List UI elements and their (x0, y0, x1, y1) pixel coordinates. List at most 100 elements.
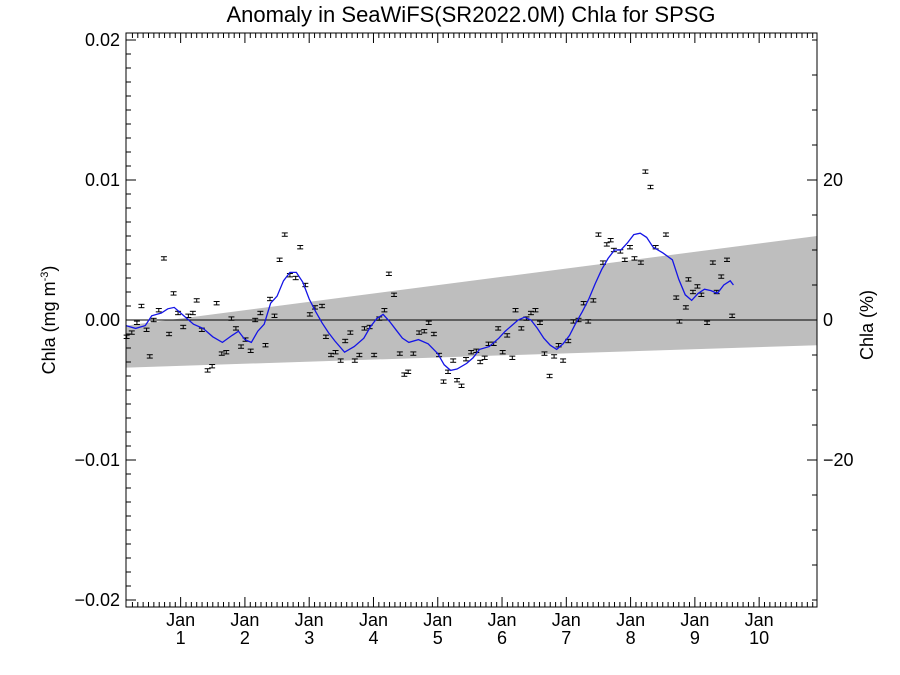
x-tick-label-month: Jan (552, 610, 581, 630)
x-tick-label-month: Jan (616, 610, 645, 630)
data-point (421, 329, 428, 334)
data-point (391, 292, 398, 297)
data-point (170, 291, 177, 296)
data-point (440, 379, 447, 384)
x-tick-label-year: 5 (433, 628, 443, 648)
data-point (410, 351, 417, 356)
data-point (709, 260, 716, 265)
y-tick-label: 0.00 (85, 310, 120, 330)
data-point (704, 320, 711, 325)
data-point (218, 351, 225, 356)
y2-axis-label: Chla (%) (857, 290, 877, 360)
y2-tick-label: −20 (823, 450, 854, 470)
y-tick-label: −0.02 (74, 590, 120, 610)
data-point (504, 333, 511, 338)
plot-area (123, 32, 818, 608)
x-tick-label-year: 10 (749, 628, 769, 648)
y-axis-label: Chla (mg m-3) (39, 266, 59, 375)
y-tick-label: −0.01 (74, 450, 120, 470)
data-point (405, 369, 412, 374)
data-point (662, 232, 669, 237)
data-point (585, 319, 592, 324)
data-point (371, 352, 378, 358)
data-points (123, 169, 736, 388)
data-point (647, 184, 654, 190)
x-tick-label-year: 7 (561, 628, 571, 648)
data-point (276, 257, 283, 262)
data-point (297, 245, 304, 250)
y-axis-left: −0.02 −0.01 0.00 0.01 0.02 (74, 30, 136, 610)
data-point (560, 358, 567, 363)
data-point (347, 330, 354, 335)
data-point (342, 338, 349, 344)
data-point (416, 330, 423, 335)
data-point (286, 273, 293, 278)
data-point (631, 256, 638, 261)
x-tick-label-year: 9 (690, 628, 700, 648)
data-point (180, 324, 187, 330)
data-point (518, 326, 525, 331)
data-point (123, 334, 130, 339)
data-point (160, 256, 167, 261)
data-point (676, 319, 683, 324)
data-point (266, 296, 273, 302)
data-point (621, 257, 628, 262)
data-point (281, 232, 288, 237)
x-tick-label-month: Jan (680, 610, 709, 630)
data-point (247, 348, 254, 353)
data-point (729, 313, 736, 318)
data-point (546, 373, 553, 379)
x-tick-label-month: Jan (359, 610, 388, 630)
data-point (595, 232, 602, 237)
x-tick-label-month: Jan (166, 610, 195, 630)
data-point (607, 238, 614, 243)
data-point (509, 355, 516, 360)
data-point (306, 312, 313, 317)
data-point (718, 274, 725, 279)
data-point (626, 245, 633, 250)
data-point (332, 350, 339, 355)
uncertainty-band (126, 236, 817, 368)
data-point (477, 359, 484, 365)
x-tick-label-year: 2 (240, 628, 250, 648)
y-axis-label-close: ) (39, 266, 59, 272)
data-point (637, 260, 644, 265)
chart-title: Anomaly in SeaWiFS(SR2022.0M) Chla for S… (226, 2, 715, 27)
data-point (401, 372, 408, 377)
x-tick-label-month: Jan (230, 610, 259, 630)
data-point (223, 350, 230, 355)
data-point (532, 308, 539, 313)
data-point (146, 354, 153, 359)
data-point (209, 364, 216, 369)
data-point (292, 275, 299, 281)
data-point (150, 317, 157, 323)
data-point (512, 308, 519, 313)
data-point (682, 305, 689, 310)
data-point (603, 242, 610, 247)
data-point (689, 289, 696, 295)
data-point (189, 310, 196, 316)
data-point (458, 383, 465, 388)
data-point (381, 308, 388, 313)
data-point (551, 354, 558, 359)
data-point (685, 277, 692, 282)
data-point (232, 326, 239, 331)
data-point (541, 351, 548, 356)
data-point (133, 320, 140, 325)
x-axis: Jan1Jan2Jan3Jan4Jan5Jan6Jan7Jan8Jan9Jan1… (131, 33, 814, 648)
y-tick-label: 0.01 (85, 170, 120, 190)
y2-tick-label: 20 (823, 170, 843, 190)
data-point (385, 271, 392, 276)
data-point (425, 320, 432, 325)
data-point (361, 326, 368, 331)
data-point (351, 358, 358, 363)
data-point (454, 378, 461, 383)
data-point (590, 298, 597, 303)
data-point (481, 355, 488, 360)
data-point (527, 310, 534, 316)
data-point (724, 257, 731, 262)
x-tick-label-month: Jan (488, 610, 517, 630)
data-point (271, 313, 278, 318)
data-point (319, 303, 326, 309)
